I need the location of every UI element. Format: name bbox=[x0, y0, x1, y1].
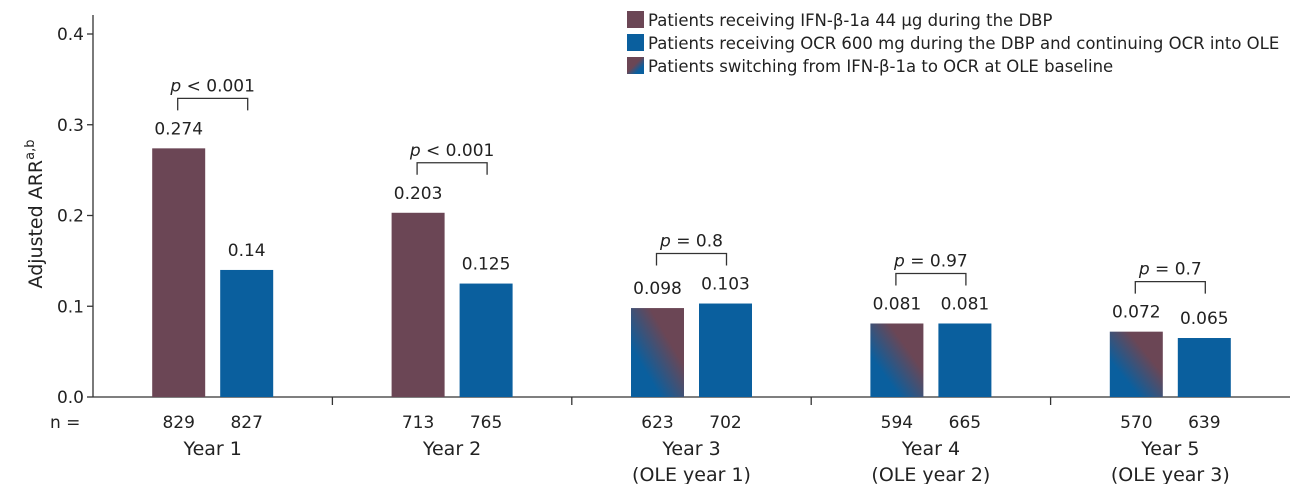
x-category-sublabel: (OLE year 2) bbox=[871, 464, 990, 484]
p-value-bracket bbox=[655, 252, 728, 266]
bar-value-label: 0.103 bbox=[701, 275, 750, 295]
p-value-label: p = 0.7 bbox=[1138, 260, 1202, 280]
bar-value-label: 0.072 bbox=[1112, 303, 1161, 323]
svg-text:Adjusted ARRa,b: Adjusted ARRa,b bbox=[23, 140, 47, 289]
bar-value-label: 0.125 bbox=[462, 255, 511, 275]
p-value-text: = 0.97 bbox=[905, 251, 968, 271]
p-symbol: p bbox=[169, 76, 181, 96]
y-axis-title-superscript: a,b bbox=[23, 140, 38, 160]
p-value-text: < 0.001 bbox=[181, 76, 255, 96]
y-tick-label: 0.3 bbox=[57, 116, 84, 136]
n-prefix-label: n = bbox=[50, 413, 80, 433]
y-tick-label: 0.1 bbox=[57, 297, 84, 317]
p-value-bracket bbox=[895, 272, 967, 286]
legend-label-ocr: Patients receiving OCR 600 mg during the… bbox=[648, 34, 1279, 53]
p-symbol: p bbox=[409, 141, 421, 161]
p-value-bracket bbox=[1134, 281, 1206, 294]
x-category-label: Year 3 bbox=[661, 438, 720, 460]
p-symbol: p bbox=[659, 232, 671, 252]
n-count-label: 827 bbox=[230, 413, 262, 433]
p-value-bracket bbox=[416, 162, 488, 175]
bar-value-label: 0.081 bbox=[941, 294, 990, 314]
bar-ocr-group-2 bbox=[459, 283, 513, 397]
n-count-label: 623 bbox=[641, 413, 673, 433]
bar-value-label: 0.065 bbox=[1180, 309, 1229, 329]
p-value-text: = 0.8 bbox=[671, 232, 723, 252]
legend-label-ifn: Patients receiving IFN-β-1a 44 μg during… bbox=[648, 11, 1052, 30]
n-count-label: 765 bbox=[470, 413, 502, 433]
y-axis-title-text: Adjusted ARR bbox=[25, 160, 47, 289]
p-value-text: < 0.001 bbox=[421, 141, 495, 161]
x-category-label: Year 1 bbox=[183, 438, 242, 460]
bar-value-label: 0.081 bbox=[873, 294, 922, 314]
legend: Patients receiving IFN-β-1a 44 μg during… bbox=[627, 11, 1279, 76]
x-axis-labels: n = 829 827 Year 1 713 765 Year 2 623 702 Year 3… bbox=[50, 413, 1230, 484]
n-count-label: 594 bbox=[881, 413, 913, 433]
n-count-label: 639 bbox=[1188, 413, 1220, 433]
p-value-label: p < 0.001 bbox=[409, 141, 495, 161]
n-count-label: 570 bbox=[1120, 413, 1152, 433]
n-count-label: 665 bbox=[949, 413, 981, 433]
legend-swatch-switch bbox=[627, 57, 644, 74]
bar-value-label: 0.203 bbox=[394, 184, 443, 204]
x-category-label: Year 2 bbox=[422, 438, 481, 460]
n-count-label: 702 bbox=[709, 413, 741, 433]
legend-swatch-ocr bbox=[627, 34, 644, 51]
axes: 0.0 0.1 0.2 0.3 0.4 bbox=[57, 15, 1290, 408]
y-tick-label: 0.0 bbox=[57, 388, 84, 408]
p-symbol: p bbox=[1138, 260, 1150, 280]
y-tick-label: 0.4 bbox=[57, 25, 84, 45]
p-value-label: p = 0.97 bbox=[893, 251, 968, 271]
bar-ocr-group-3 bbox=[699, 303, 752, 397]
bar-ocr-group-4 bbox=[938, 323, 992, 397]
y-tick-label: 0.2 bbox=[57, 207, 84, 227]
x-category-sublabel: (OLE year 1) bbox=[632, 464, 751, 484]
bar-switch-group-5 bbox=[1109, 331, 1163, 397]
x-category-label: Year 5 bbox=[1140, 438, 1199, 460]
bars: 0.274 0.14 0.203 0.125 0.098 0.103 0.081 0.081 0… bbox=[152, 119, 1231, 397]
bar-value-label: 0.098 bbox=[633, 279, 682, 299]
bar-ifn-group-2 bbox=[391, 212, 445, 397]
p-value-bracket bbox=[177, 97, 249, 111]
bar-ocr-group-5 bbox=[1177, 338, 1231, 397]
y-axis-title: Adjusted ARRa,b bbox=[23, 140, 47, 289]
p-symbol: p bbox=[893, 251, 905, 271]
legend-label-switch: Patients switching from IFN-β-1a to OCR … bbox=[648, 57, 1113, 76]
bar-value-label: 0.14 bbox=[228, 241, 266, 261]
legend-swatch-ifn bbox=[627, 11, 644, 28]
bar-ifn-group-1 bbox=[152, 148, 206, 397]
n-count-label: 713 bbox=[402, 413, 434, 433]
bar-ocr-group-1 bbox=[220, 269, 274, 397]
p-value-label: p < 0.001 bbox=[169, 76, 255, 96]
x-category-label: Year 4 bbox=[901, 438, 960, 460]
p-value-text: = 0.7 bbox=[1150, 260, 1202, 280]
p-value-label: p = 0.8 bbox=[659, 232, 723, 252]
bar-value-label: 0.274 bbox=[154, 119, 203, 139]
bar-switch-group-4 bbox=[870, 323, 924, 397]
n-count-label: 829 bbox=[162, 413, 194, 433]
bar-switch-group-3 bbox=[631, 308, 684, 397]
x-category-sublabel: (OLE year 3) bbox=[1111, 464, 1230, 484]
